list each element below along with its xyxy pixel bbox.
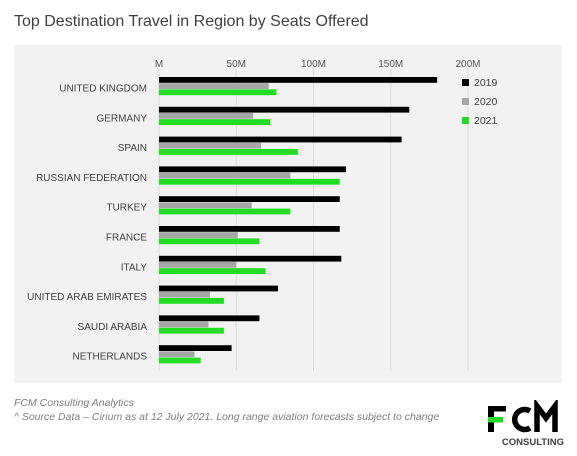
bar-2020-turkey <box>159 202 252 209</box>
bar-2019-united-arab-emirates <box>159 285 278 292</box>
x-tick-label: 200M <box>455 59 480 70</box>
bar-2020-germany <box>159 113 254 119</box>
bar-2021-netherlands <box>159 357 201 364</box>
bar-2019-saudi-arabia <box>159 315 260 322</box>
legend-label-2021: 2021 <box>474 115 498 127</box>
bar-2021-saudi-arabia <box>159 327 224 334</box>
bar-2021-russian-federation <box>159 178 340 185</box>
category-label-france: FRANCE <box>106 233 147 244</box>
logo-letter-c <box>512 406 532 433</box>
bar-2019-netherlands <box>159 345 232 351</box>
x-tick-label: 50M <box>227 59 246 70</box>
bar-2019-russian-federation <box>159 166 346 173</box>
bar-2020-russian-federation <box>159 172 291 179</box>
bar-2021-france <box>159 238 260 245</box>
bar-2021-germany <box>159 119 271 125</box>
logo-subtext: CONSULTING <box>502 437 564 448</box>
category-label-united-arab-emirates: UNITED ARAB EMIRATES <box>27 292 147 303</box>
logo-letter-m <box>534 400 558 432</box>
bar-2020-france <box>159 232 238 238</box>
bar-2021-turkey <box>159 208 291 215</box>
bar-2021-spain <box>159 149 299 155</box>
bar-2021-united-arab-emirates <box>159 298 224 304</box>
plot-area: M 50M 100M 150M 200M UNITED KINGDOM GERMANY SPA… <box>14 45 562 383</box>
fcm-logo: CONSULTING <box>488 400 564 448</box>
legend-label-2019: 2019 <box>474 77 498 89</box>
footer-note-line: ^ Source Data – Cirium as at 12 July 202… <box>14 411 440 423</box>
bar-2019-turkey <box>159 196 340 202</box>
bar-2020-saudi-arabia <box>159 321 209 328</box>
bar-2021-united-kingdom <box>159 89 277 96</box>
footer: FCM Consulting Analytics ^ Source Data –… <box>14 396 439 424</box>
legend-swatch-2021 <box>462 117 469 124</box>
bar-2019-united-kingdom <box>159 77 438 83</box>
category-label-turkey: TURKEY <box>106 203 147 214</box>
category-label-spain: SPAIN <box>118 143 147 154</box>
chart-title: Top Destination Travel in Region by Seat… <box>14 13 369 30</box>
bar-chart: M 50M 100M 150M 200M UNITED KINGDOM GERMANY SPA… <box>27 59 498 371</box>
bar-2020-spain <box>159 142 261 149</box>
bar-2019-spain <box>159 136 402 143</box>
category-label-saudi-arabia: SAUDI ARABIA <box>78 322 148 333</box>
category-label-united-kingdom: UNITED KINGDOM <box>59 84 147 95</box>
x-tick-label: M <box>155 59 163 70</box>
category-label-italy: ITALY <box>121 262 148 273</box>
bar-2020-netherlands <box>159 351 195 358</box>
bar-2020-united-kingdom <box>159 83 269 89</box>
bar-2019-italy <box>159 255 342 262</box>
logo-letter-f <box>488 406 506 432</box>
bar-2019-france <box>159 226 340 232</box>
legend-label-2020: 2020 <box>474 96 498 108</box>
x-tick-label: 150M <box>378 59 403 70</box>
category-label-germany: GERMANY <box>96 113 147 124</box>
bar-2020-italy <box>159 262 237 268</box>
bar-2019-germany <box>159 106 410 113</box>
category-label-russian-federation: RUSSIAN FEDERATION <box>36 173 147 184</box>
legend-swatch-2020 <box>462 98 469 105</box>
footer-source-line: FCM Consulting Analytics <box>14 397 134 409</box>
legend-swatch-2019 <box>462 79 469 86</box>
bar-2020-united-arab-emirates <box>159 291 210 298</box>
x-tick-label: 100M <box>301 59 326 70</box>
bar-2021-italy <box>159 268 266 274</box>
category-label-netherlands: NETHERLANDS <box>73 352 148 363</box>
